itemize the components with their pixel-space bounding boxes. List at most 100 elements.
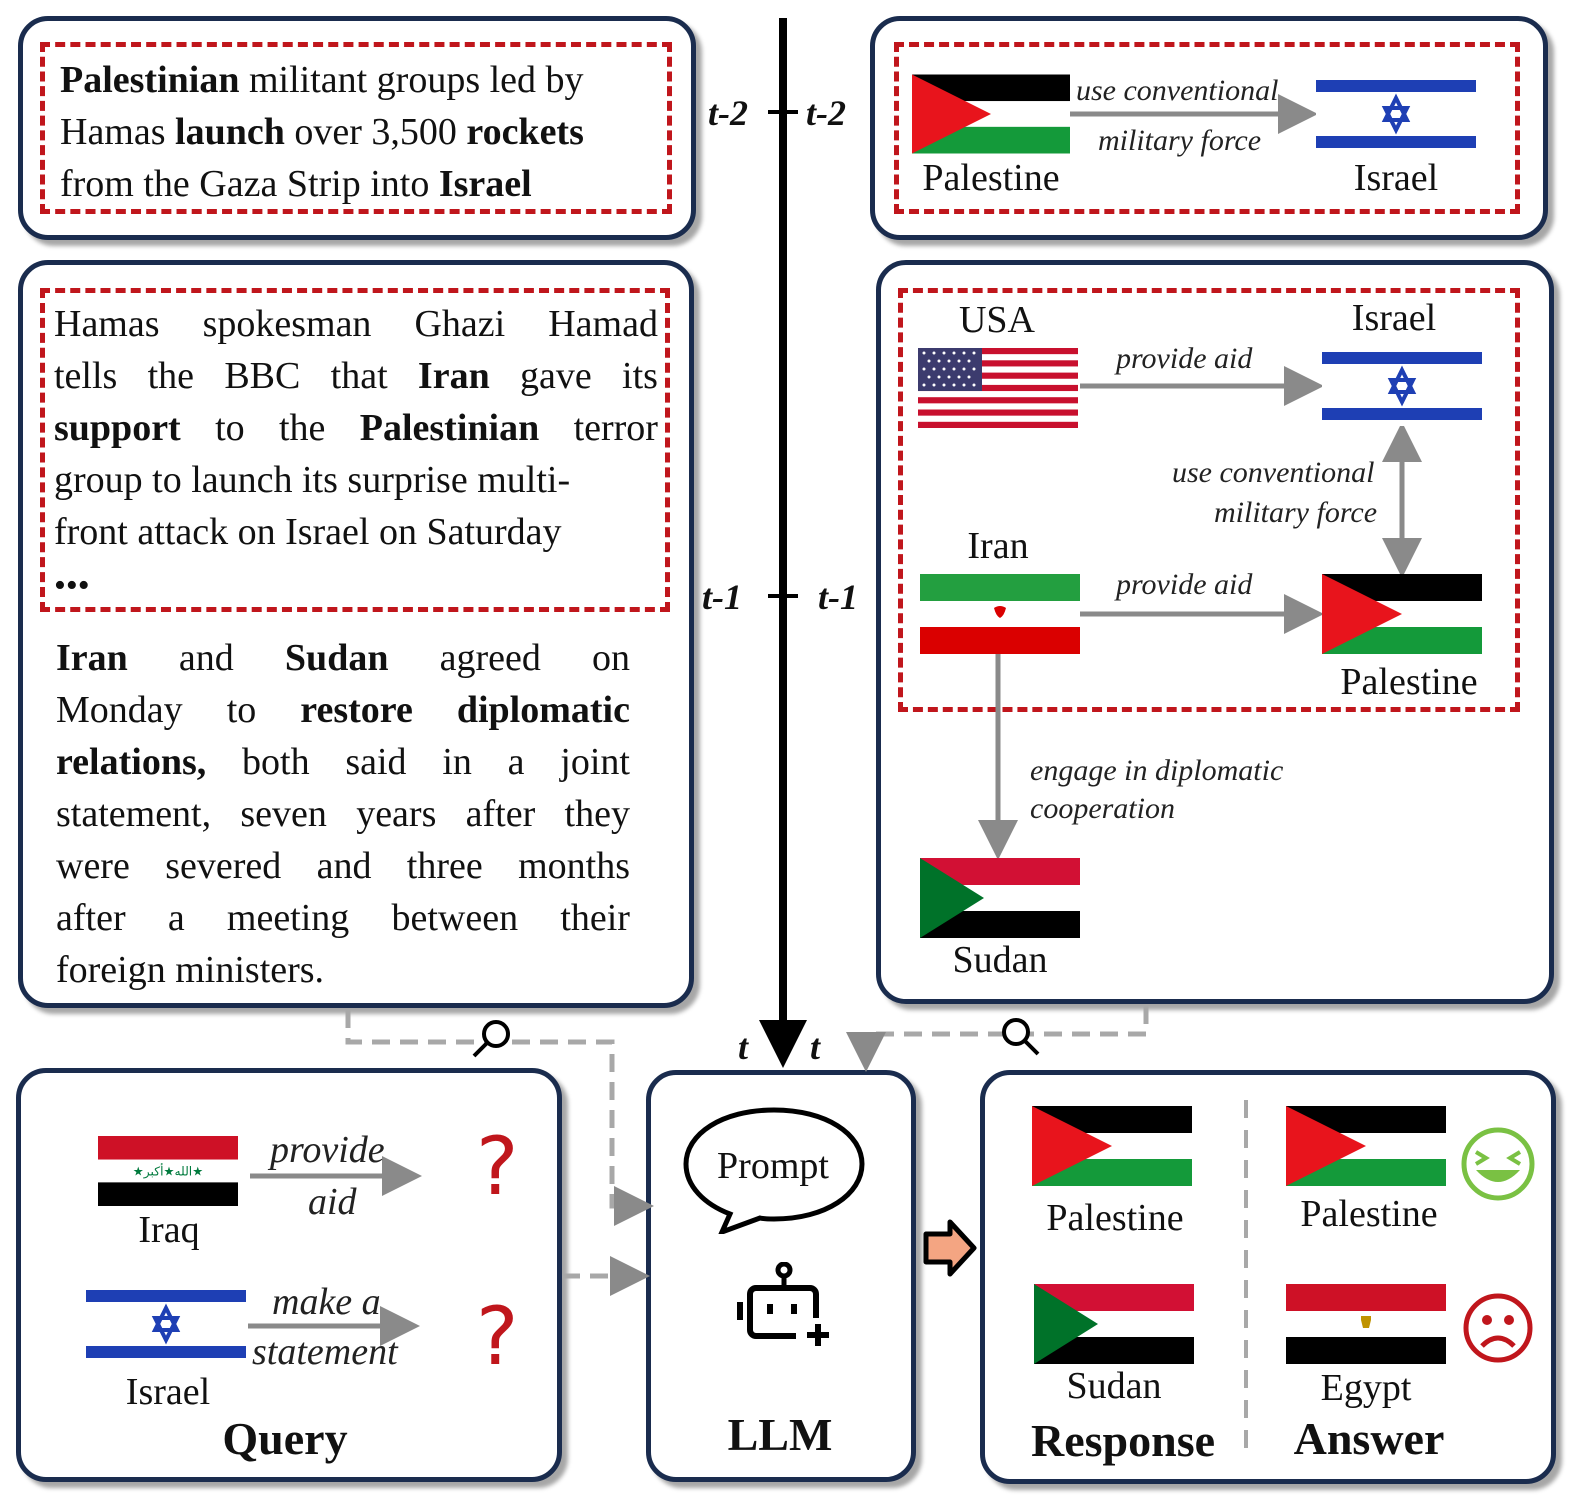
highlight-graph-t2 (894, 42, 1520, 214)
news-keyword: relations, (56, 741, 207, 783)
news-text: and (316, 845, 372, 887)
news-text: a (167, 897, 185, 939)
news-line: tells the BBC that Iran gave its (54, 350, 658, 402)
news-text: group to launch its surprise multi- (54, 459, 571, 501)
relation-usa-israel: provide aid (1116, 342, 1253, 375)
node-label-usa: USA (958, 299, 1036, 341)
news-text: spokesman (202, 303, 372, 345)
news-panel-t2 (18, 16, 696, 240)
news-text: to (215, 407, 245, 449)
news-line: Hamas spokesman Ghazi Hamad (54, 298, 658, 350)
relation-israel-palestine-line2: military force (1214, 496, 1378, 529)
node-label-israel-t1: Israel (1351, 297, 1437, 339)
answer-item-1: Palestine (1300, 1193, 1438, 1235)
relation-label-t2-line1: use conventional (1076, 74, 1279, 107)
news-text: Hamad (548, 303, 658, 345)
news-text: between (391, 897, 519, 939)
news-text-t2: Palestinian militant groups led by Hamas … (60, 54, 660, 210)
node-label-palestine-t2: Palestine (922, 157, 1060, 199)
news-text-extra: Iran and Sudan agreed on Monday to restore diplo… (56, 632, 630, 996)
retrieval-path-news (345, 1010, 654, 1226)
news-keyword: rockets (466, 111, 584, 153)
answer-title: Answer (1293, 1413, 1445, 1464)
query-subject-israel: Israel (125, 1371, 211, 1413)
flag-usa (918, 348, 1078, 428)
response-item-2: Sudan (1066, 1365, 1162, 1407)
news-text: from the Gaza Strip into (60, 163, 439, 205)
news-line: Palestinian militant groups led by (60, 54, 660, 106)
news-text: in (442, 741, 472, 783)
sad-face-icon (1463, 1293, 1533, 1363)
news-text: militant groups led by (239, 59, 584, 101)
node-label-israel-t2: Israel (1353, 157, 1439, 199)
timeline-label-left-t: t (738, 1027, 749, 1067)
news-text: seven (240, 793, 327, 835)
news-keyword: Iran (56, 637, 128, 679)
news-text: severed (165, 845, 282, 887)
news-line: group to launch its surprise multi- (54, 454, 658, 506)
unknown-answer-mark: ? (476, 1120, 519, 1213)
unknown-answer-mark: ? (476, 1290, 519, 1383)
news-text: over 3,500 (284, 111, 467, 153)
news-text: Ghazi (414, 303, 506, 345)
news-keyword: launch (175, 111, 285, 153)
robot-icon (737, 1262, 829, 1346)
timeline-label-right-t2: t-2 (806, 93, 846, 133)
node-label-palestine-t1: Palestine (1340, 661, 1478, 703)
flag-sudan (1034, 1284, 1194, 1364)
news-line: from the Gaza Strip into Israel (60, 158, 660, 210)
news-keyword: Palestinian (60, 59, 240, 101)
news-text: months (518, 845, 630, 887)
news-line: Monday to restore diplomatic (56, 684, 630, 736)
news-text: tells (54, 355, 118, 397)
news-keyword: Israel (438, 163, 532, 205)
flag-iran (920, 574, 1080, 654)
news-text: Hamas (60, 111, 176, 153)
news-text: foreign ministers. (56, 949, 325, 991)
news-text: terror (573, 407, 658, 449)
news-text: after (56, 897, 126, 939)
news-line: Hamas launch over 3,500 rockets (60, 106, 660, 158)
news-text: the (278, 407, 326, 449)
news-text-t1: Hamas spokesman Ghazi Hamad tells the BBC that I… (54, 298, 658, 558)
news-text: and (178, 637, 234, 679)
news-line: after a meeting between their (56, 892, 630, 944)
news-text: three (406, 845, 483, 887)
news-keyword: support (54, 407, 181, 449)
timeline-label-left-t1: t-1 (702, 577, 742, 617)
node-label-iran: Iran (967, 525, 1029, 567)
news-text: years (356, 793, 437, 835)
news-text: gave (520, 355, 592, 397)
output-arrow (923, 1219, 977, 1277)
news-ellipsis: ••• (54, 567, 90, 604)
magnifier-icon (472, 1020, 510, 1058)
news-text: the (147, 355, 195, 397)
news-text: Monday (56, 689, 183, 731)
highlight-news-t1 (40, 288, 670, 612)
llm-title: LLM (727, 1409, 833, 1460)
flag-israel (86, 1284, 246, 1364)
flag-iraq (88, 1136, 248, 1206)
timeline-label-right-t: t (810, 1027, 821, 1067)
relation-iran-sudan-line1: engage in diplomatic (1030, 754, 1284, 787)
relation-israel-palestine-line1: use conventional (1172, 456, 1375, 489)
news-text: to (226, 689, 257, 731)
news-text: on (591, 637, 630, 679)
news-text: agreed (439, 637, 541, 679)
flag-israel (1322, 346, 1482, 426)
news-line: foreign ministers. (56, 944, 630, 996)
flag-palestine (1032, 1106, 1192, 1186)
news-text: they (564, 793, 630, 835)
flag-palestine (912, 74, 1070, 154)
speech-bubble-icon (683, 1107, 865, 1234)
news-text: its (622, 355, 658, 397)
relation-iran-sudan-line2: cooperation (1030, 792, 1175, 825)
news-line: statement, seven years after they (56, 788, 630, 840)
flag-palestine (1322, 574, 1482, 654)
news-keyword: Iran (417, 355, 490, 397)
news-text: both (242, 741, 310, 783)
news-text: a (507, 741, 525, 783)
timeline-label-right-t1: t-1 (818, 577, 858, 617)
query-relation-2-line1: make a (272, 1281, 381, 1323)
magnifier-icon (1002, 1018, 1040, 1056)
